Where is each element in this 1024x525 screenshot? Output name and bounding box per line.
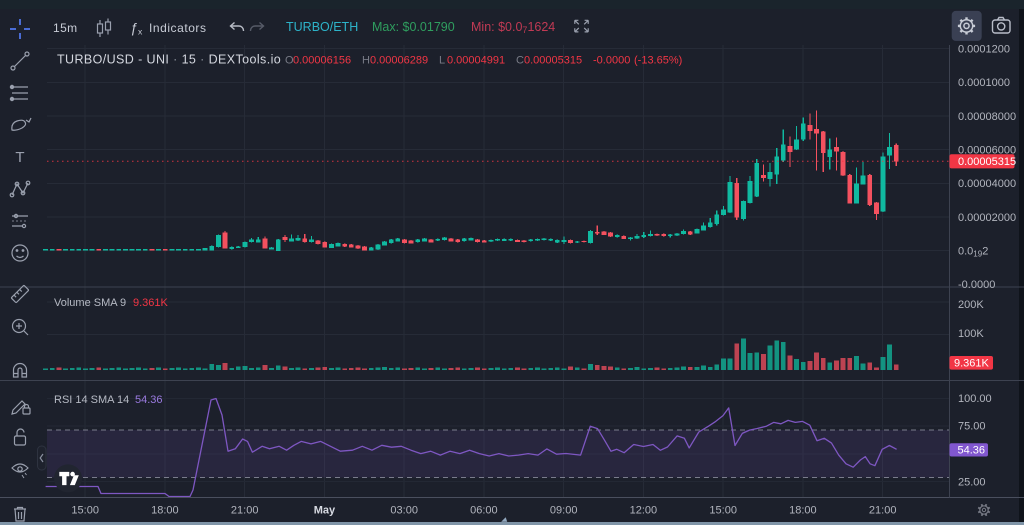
svg-text:RSI 14 SMA 14: RSI 14 SMA 14: [54, 394, 129, 406]
svg-text:O: O: [285, 54, 294, 66]
svg-text:100K: 100K: [958, 328, 984, 340]
svg-text:0.00004991: 0.00004991: [447, 54, 505, 66]
svg-text:0.00005315: 0.00005315: [958, 156, 1016, 168]
svg-text:18:00: 18:00: [151, 504, 179, 516]
svg-text:100.00: 100.00: [958, 393, 992, 405]
svg-text:TURBO/ETH: TURBO/ETH: [286, 20, 358, 34]
svg-text:15:00: 15:00: [709, 504, 737, 516]
svg-text:15m: 15m: [53, 21, 78, 35]
svg-text:09:00: 09:00: [550, 504, 578, 516]
svg-text:12:00: 12:00: [630, 504, 658, 516]
svg-text:L: L: [439, 54, 445, 66]
svg-text:54.36: 54.36: [135, 394, 163, 406]
svg-text:x: x: [138, 27, 143, 37]
svg-text:Indicators: Indicators: [149, 21, 207, 35]
svg-text:-0.0000: -0.0000: [593, 54, 630, 66]
svg-text:(-13.65%): (-13.65%): [634, 54, 682, 66]
svg-text:03:00: 03:00: [390, 504, 418, 516]
svg-text:15:00: 15:00: [71, 504, 99, 516]
svg-text:0.0001000: 0.0001000: [958, 77, 1010, 89]
svg-text:T: T: [15, 149, 24, 166]
svg-text:9.361K: 9.361K: [954, 358, 990, 370]
svg-text:TURBO/USD - UNI · 15 · DEXTool: TURBO/USD - UNI · 15 · DEXTools.io: [57, 53, 281, 67]
svg-text:0.00006156: 0.00006156: [293, 54, 351, 66]
svg-text:9.361K: 9.361K: [133, 297, 169, 309]
svg-text:C: C: [516, 54, 524, 66]
svg-text:0.00005315: 0.00005315: [524, 54, 582, 66]
svg-text:H: H: [362, 54, 370, 66]
svg-text:21:00: 21:00: [869, 504, 897, 516]
svg-text:0.00004000: 0.00004000: [958, 178, 1016, 190]
svg-text:75.00: 75.00: [958, 421, 986, 433]
svg-text:May: May: [314, 504, 336, 516]
svg-text:-0.0000: -0.0000: [958, 279, 995, 291]
svg-text:ƒ: ƒ: [130, 21, 138, 36]
svg-text:21:00: 21:00: [231, 504, 259, 516]
svg-text:200K: 200K: [958, 299, 984, 311]
svg-text:0.00002000: 0.00002000: [958, 212, 1016, 224]
svg-text:Max: $0.01790: Max: $0.01790: [372, 20, 455, 34]
svg-text:Min: $0.071624: Min: $0.071624: [471, 20, 555, 35]
svg-text:Volume SMA 9: Volume SMA 9: [54, 297, 126, 309]
svg-text:18:00: 18:00: [789, 504, 817, 516]
svg-text:25.00: 25.00: [958, 477, 986, 489]
svg-text:06:00: 06:00: [470, 504, 498, 516]
svg-text:54.36: 54.36: [958, 445, 986, 457]
svg-text:0.00006289: 0.00006289: [370, 54, 428, 66]
svg-text:0.0001200: 0.0001200: [958, 43, 1010, 55]
svg-text:0.00008000: 0.00008000: [958, 111, 1016, 123]
svg-text:0.00006000: 0.00006000: [958, 144, 1016, 156]
svg-text:0.0192: 0.0192: [958, 246, 988, 259]
